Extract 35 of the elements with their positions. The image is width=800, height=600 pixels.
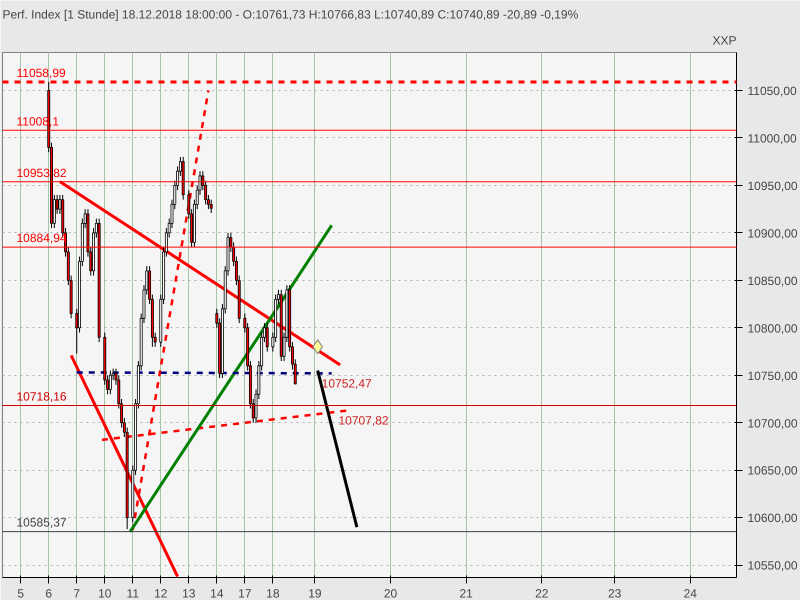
- x-tick-label: 21: [459, 586, 474, 600]
- series-label: 10752,47: [322, 376, 372, 390]
- x-tick-label: 6: [45, 586, 52, 600]
- y-tick-label: 10600,00: [748, 511, 798, 526]
- x-tick-label: 20: [384, 586, 398, 600]
- x-tick-label: 13: [182, 586, 196, 600]
- x-tick-label: 10: [98, 586, 112, 600]
- x-tick-label: 11: [126, 586, 140, 600]
- x-tick-label: 19: [308, 586, 322, 600]
- y-tick-label: 10800,00: [748, 321, 798, 336]
- series-label: 10707,82: [338, 413, 389, 428]
- x-tick-label: 17: [238, 586, 252, 600]
- x-tick-label: 14: [210, 586, 224, 600]
- x-tick-label: 12: [154, 586, 168, 600]
- x-tick-label: 18: [266, 586, 280, 600]
- ref-line-label: 10718,16: [16, 390, 67, 404]
- y-tick-label: 10850,00: [748, 274, 798, 288]
- y-tick-label: 10900,00: [748, 226, 798, 240]
- x-tick-label: 7: [73, 586, 80, 600]
- ref-line-label: 11058,99: [16, 66, 66, 80]
- candlestick: [108, 370, 112, 395]
- x-tick-label: 5: [17, 586, 24, 600]
- y-tick-label: 11000,00: [748, 131, 797, 146]
- text: XXP: [712, 34, 737, 48]
- y-tick-label: 11050,00: [748, 84, 797, 98]
- y-tick-label: 10950,00: [748, 178, 798, 193]
- x-tick-label: 24: [684, 586, 698, 600]
- y-tick-label: 10550,00: [748, 558, 798, 573]
- y-tick-label: 10750,00: [748, 368, 798, 383]
- y-tick-label: 10700,00: [748, 416, 798, 430]
- x-tick-label: 22: [535, 586, 549, 600]
- x-tick-label: 23: [608, 586, 622, 600]
- ref-line-label: 10585,37: [16, 516, 67, 530]
- chart-title: Perf. Index [1 Stunde] 18.12.2018 18:00:00 - O:10761,73 H:10766,83 L:10740,89 C:10740,89 -20,89 -0,19%: [2, 8, 579, 22]
- y-tick-label: 10650,00: [748, 464, 798, 478]
